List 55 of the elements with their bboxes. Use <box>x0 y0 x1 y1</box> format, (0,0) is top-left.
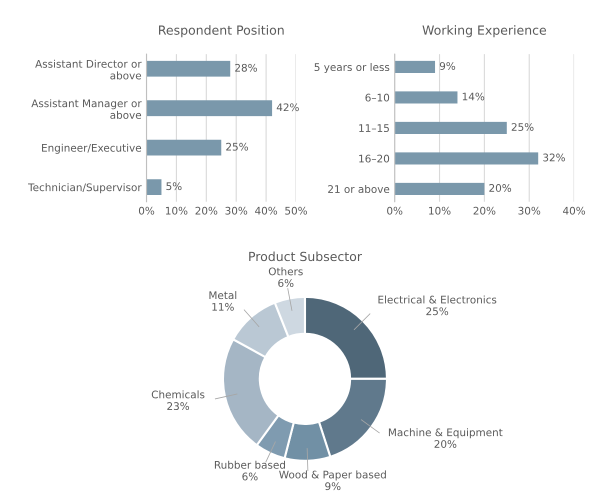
bar <box>146 140 222 156</box>
data-label: 25% <box>226 142 248 151</box>
bar <box>394 91 458 104</box>
data-label: 6% <box>278 279 294 288</box>
y-tick-label: 11–15 <box>359 124 389 132</box>
data-label: 23% <box>167 402 190 410</box>
slice-label: Rubber based <box>214 460 285 469</box>
bar <box>394 152 538 165</box>
data-label: 20% <box>434 440 456 448</box>
data-label: 28% <box>235 64 257 72</box>
data-label: 20% <box>489 184 512 192</box>
data-label: 9% <box>325 482 340 490</box>
data-label: 6% <box>242 472 258 480</box>
y-tick-label: 16–20 <box>359 154 390 163</box>
data-label: 42% <box>276 103 299 112</box>
x-tick-label: 10% <box>429 206 451 215</box>
slice-label: Electrical & Electronics <box>378 295 496 304</box>
data-label: 25% <box>426 307 448 316</box>
bar <box>146 60 230 77</box>
x-tick-label: 0% <box>387 206 402 215</box>
bar <box>394 182 484 196</box>
slice-label: Machine & Equipment <box>388 428 503 438</box>
y-tick-label: Assistant Director or above <box>35 60 142 80</box>
slice-label: Others <box>268 267 303 276</box>
x-tick-label: 50% <box>285 206 308 215</box>
slice-label: Metal <box>209 291 236 300</box>
bar <box>394 60 436 74</box>
chart-title: Working Experience <box>422 25 546 38</box>
data-label: 5% <box>166 182 182 190</box>
data-label: 11% <box>212 302 234 311</box>
chart-title: Product Subsector <box>249 252 362 262</box>
data-label: 14% <box>462 92 484 100</box>
slice-label: Chemicals <box>152 390 204 398</box>
y-tick-label: 21 or above <box>328 184 390 194</box>
bar <box>394 122 507 134</box>
x-tick-label: 10% <box>166 206 188 215</box>
x-tick-label: 40% <box>563 206 586 215</box>
x-tick-label: 30% <box>225 206 248 215</box>
data-label: 25% <box>512 123 534 131</box>
x-tick-label: 20% <box>195 206 218 215</box>
y-tick-label: Engineer/Executive <box>42 144 142 154</box>
data-label: 9% <box>440 62 456 70</box>
x-tick-label: 30% <box>518 206 540 215</box>
y-tick-label: 5 years or less <box>314 62 390 74</box>
bar <box>146 179 162 196</box>
bar <box>146 100 272 116</box>
data-label: 32% <box>543 154 565 162</box>
x-tick-label: 0% <box>138 206 154 215</box>
y-tick-label: Assistant Manager or above <box>31 99 142 119</box>
y-tick-label: Technician/Supervisor <box>28 183 142 194</box>
y-tick-label: 6–10 <box>365 94 390 102</box>
slice-label: Wood & Paper based <box>279 470 386 480</box>
x-tick-label: 20% <box>474 206 496 215</box>
chart-title: Respondent Position <box>159 25 284 38</box>
x-tick-label: 40% <box>255 206 278 215</box>
